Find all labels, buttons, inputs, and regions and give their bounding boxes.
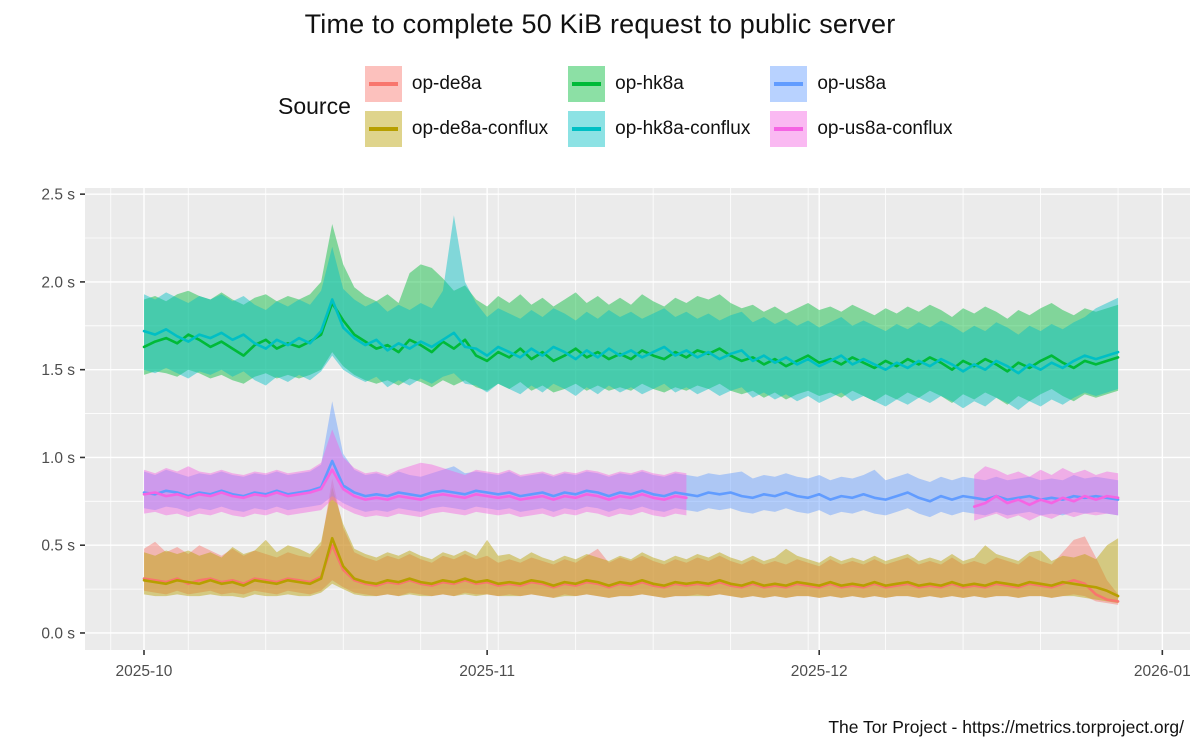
svg-text:2025-11: 2025-11 [459, 663, 515, 680]
svg-text:2.0 s: 2.0 s [41, 274, 75, 291]
legend-swatch-icon [770, 66, 808, 102]
legend-swatch-icon [364, 111, 402, 147]
line-sample-icon [774, 127, 804, 131]
legend-grid: op-de8a op-hk8a op-us8a op-de8a-conflux … [364, 66, 953, 147]
svg-text:2.5 s: 2.5 s [41, 187, 75, 204]
legend-item-op-hk8a-conflux: op-hk8a-conflux [568, 111, 750, 147]
legend-item-op-hk8a: op-hk8a [568, 66, 750, 102]
legend-item-label: op-us8a-conflux [817, 118, 953, 139]
legend-item-op-de8a-conflux: op-de8a-conflux [364, 111, 549, 147]
line-sample-icon [368, 82, 398, 86]
svg-text:2026-01: 2026-01 [1134, 663, 1191, 680]
legend-swatch-icon [770, 111, 808, 147]
legend-item-op-us8a: op-us8a [770, 66, 952, 102]
svg-text:2025-10: 2025-10 [116, 663, 173, 680]
legend-item-op-us8a-conflux: op-us8a-conflux [770, 111, 953, 147]
legend: Source op-de8a op-hk8a op-us8a op-de8a-c… [278, 66, 953, 147]
svg-text:0.0 s: 0.0 s [41, 625, 75, 642]
legend-item-label: op-de8a-conflux [411, 118, 549, 139]
legend-item-label: op-hk8a-conflux [615, 118, 751, 139]
line-sample-icon [774, 82, 804, 86]
legend-swatch-icon [568, 66, 606, 102]
legend-swatch-icon [364, 66, 402, 102]
legend-item-op-de8a: op-de8a [364, 66, 548, 102]
svg-text:0.5 s: 0.5 s [41, 538, 75, 555]
line-sample-icon [572, 127, 602, 131]
plot-area: 0.0 s 0.5 s 1.0 s 1.5 s 2.0 s 2.5 s 2025-10 202… [41, 187, 1191, 680]
legend-item-label: op-us8a [817, 73, 887, 94]
legend-item-label: op-de8a [411, 73, 482, 94]
svg-text:1.5 s: 1.5 s [41, 362, 75, 379]
legend-swatch-icon [568, 111, 606, 147]
svg-text:2025-12: 2025-12 [791, 663, 848, 680]
line-sample-icon [368, 127, 398, 131]
legend-item-label: op-hk8a [615, 73, 684, 94]
legend-title: Source [278, 93, 351, 119]
footer-attribution: The Tor Project - https://metrics.torpro… [828, 717, 1184, 737]
line-sample-icon [572, 82, 602, 86]
chart-title: Time to complete 50 KiB request to publi… [304, 9, 896, 39]
svg-text:1.0 s: 1.0 s [41, 450, 75, 467]
